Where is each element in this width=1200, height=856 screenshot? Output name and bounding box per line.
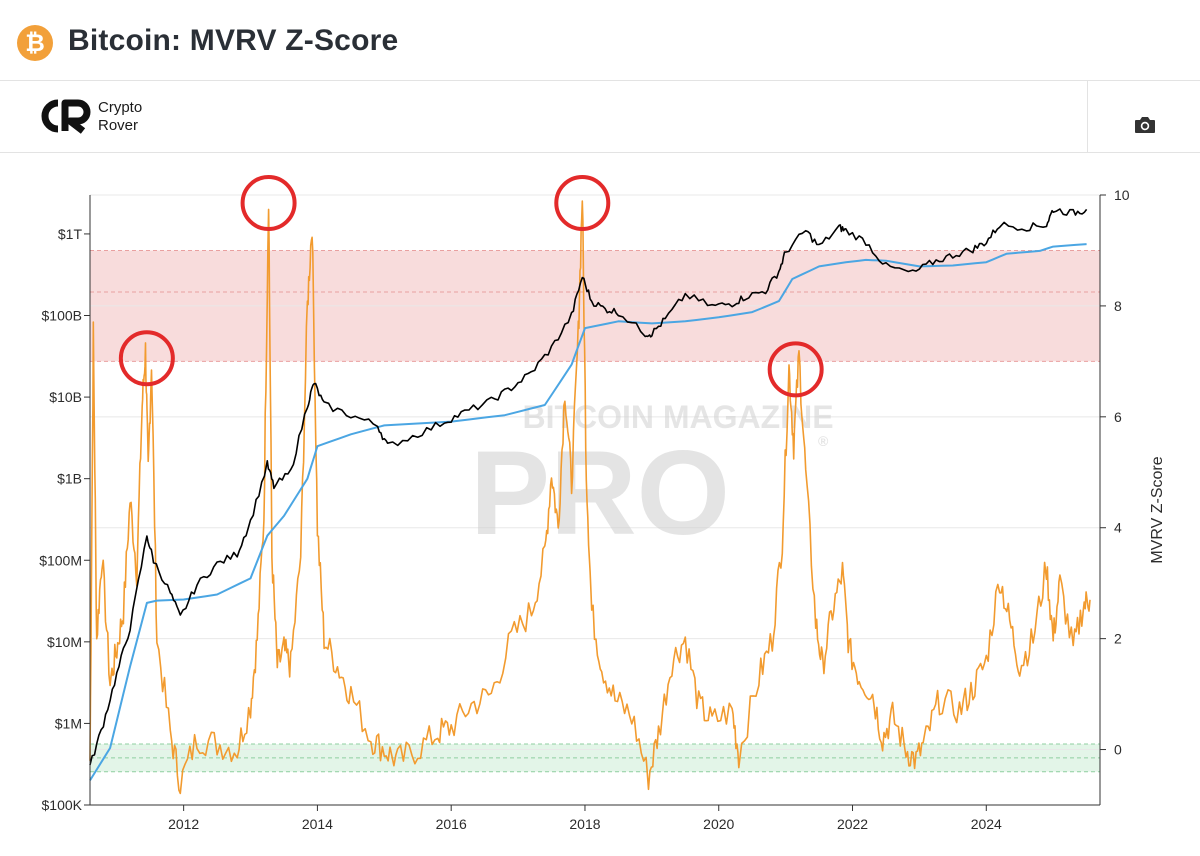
camera-icon[interactable] [1133, 113, 1157, 137]
watermark-line-2: PRO [470, 426, 730, 560]
chart-axes: $100K $1M $10M $100M $1B $10B $100B $1T 0 2 4 6 8 10 2… [39, 187, 1166, 832]
right-axis-tick-label: 0 [1114, 742, 1122, 758]
x-axis-tick-label: 2022 [837, 816, 868, 832]
brand-line-1: Crypto [98, 99, 143, 116]
right-axis-tick-label: 8 [1114, 298, 1122, 314]
bitcoin-icon: ₿ [17, 25, 53, 61]
chart-series [89, 200, 1091, 795]
realized-cap-line [89, 243, 1087, 781]
mvrv-chart: BITCOIN MAGAZINE PRO ® $100K $1M $10M $100M… [39, 175, 1166, 832]
watermark: BITCOIN MAGAZINE PRO ® [470, 399, 834, 560]
right-axis-tick-label: 2 [1114, 631, 1122, 647]
left-axis-tick-label: $100M [39, 552, 82, 568]
x-axis-tick-label: 2012 [168, 816, 199, 832]
x-axis-tick-label: 2014 [302, 816, 333, 832]
brand-bar [0, 80, 1200, 153]
x-axis-tick-label: 2018 [569, 816, 600, 832]
highlight-circle [118, 330, 175, 387]
zscore-line [89, 200, 1091, 795]
watermark-registered: ® [818, 433, 829, 449]
left-axis-tick-label: $1M [55, 715, 82, 731]
page-title: Bitcoin: MVRV Z-Score [68, 24, 399, 57]
x-axis-tick-label: 2016 [436, 816, 467, 832]
brand-name: Crypto Rover [98, 99, 142, 135]
left-axis-tick-label: $10M [47, 634, 82, 650]
header-bar: ₿ Bitcoin: MVRV Z-Score [0, 0, 1200, 81]
right-axis-title: MVRV Z-Score [1149, 456, 1166, 563]
right-axis-tick-label: 10 [1114, 187, 1130, 203]
left-axis-tick-label: $10B [49, 389, 82, 405]
highlight-circles [118, 175, 824, 398]
x-axis-tick-label: 2024 [971, 816, 1002, 832]
market-cap-line [89, 208, 1088, 766]
brand-line-2: Rover [98, 117, 139, 134]
highlight-circle [554, 175, 611, 231]
right-axis-tick-label: 6 [1114, 409, 1122, 425]
highlight-circle [240, 175, 297, 231]
highlight-circle [767, 341, 824, 398]
toolbar-divider [1087, 80, 1088, 152]
left-axis-tick-label: $100B [42, 308, 82, 324]
right-axis-tick-label: 4 [1114, 520, 1122, 536]
left-axis-tick-label: $1T [58, 226, 83, 242]
left-axis-tick-label: $100K [42, 797, 83, 813]
left-axis-tick-label: $1B [57, 471, 82, 487]
x-axis-tick-label: 2020 [703, 816, 734, 832]
crypto-rover-logo-icon [41, 99, 91, 134]
